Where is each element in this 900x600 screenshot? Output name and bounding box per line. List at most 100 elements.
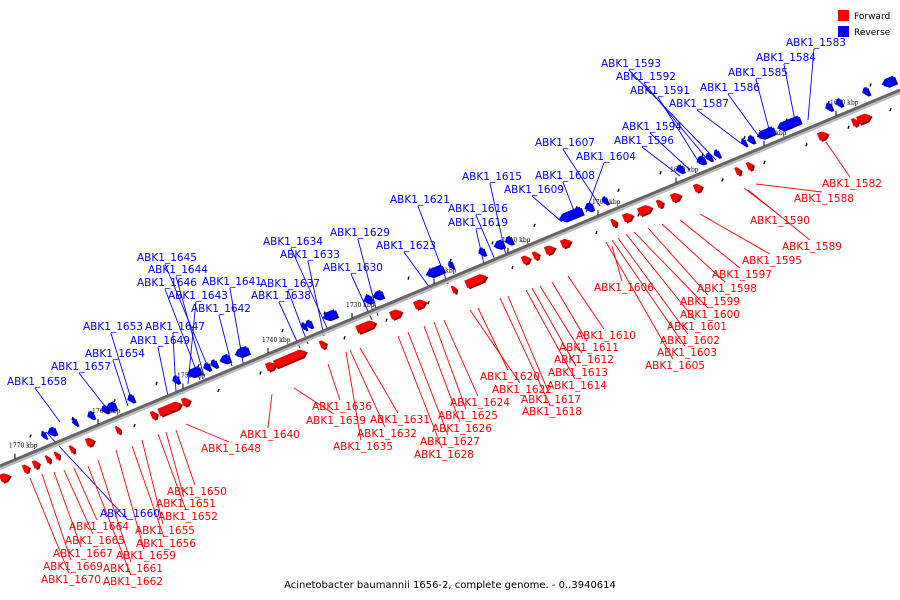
forward-leader-line [525, 289, 576, 380]
forward-gene-label: ABK1_1624 [450, 397, 510, 409]
forward-gene [355, 320, 378, 335]
reverse-gene-label: ABK1_1634 [263, 236, 323, 248]
forward-gene-label: ABK1_1590 [750, 215, 810, 227]
forward-leader-line [443, 319, 479, 397]
spacer-dash [113, 399, 116, 403]
reverse-leader-line [34, 387, 61, 423]
reverse-gene-label: ABK1_1653 [83, 321, 143, 333]
forward-gene-label: ABK1_1620 [480, 371, 540, 383]
reverse-gene [41, 430, 49, 440]
reverse-gene [72, 417, 80, 428]
reverse-leader-line [807, 48, 815, 121]
reverse-leader-line [643, 82, 709, 161]
spacer-dash [533, 223, 536, 228]
reverse-gene [881, 75, 899, 88]
forward-gene [31, 460, 41, 471]
reverse-gene-label: ABK1_1594 [622, 121, 682, 133]
forward-leader-line [97, 459, 132, 563]
reverse-gene-label: ABK1_1649 [130, 335, 190, 347]
gene-arrow [234, 345, 250, 357]
reverse-leader-line [45, 431, 129, 521]
spacer-dash [721, 178, 724, 182]
reverse-leader-line [110, 332, 133, 403]
gene-arrow [203, 362, 211, 371]
reverse-leader-line [562, 148, 601, 207]
reverse-leader-line [649, 132, 691, 171]
gene-arrow [301, 321, 307, 331]
gene-arrow [186, 365, 202, 377]
forward-leader-line [825, 141, 851, 178]
forward-leader-line [633, 231, 709, 309]
spacer-dash [763, 160, 766, 165]
gene-arrow [621, 212, 633, 223]
legend-forward-label: Forward [854, 12, 890, 22]
gene-arrow [713, 149, 720, 158]
reverse-leader-line [78, 372, 109, 411]
reverse-gene [776, 115, 803, 132]
gene-arrow [692, 183, 702, 193]
forward-gene [559, 238, 573, 250]
reverse-gene-label: ABK1_1616 [448, 203, 508, 215]
forward-gene-label: ABK1_1606 [594, 282, 654, 294]
forward-gene-label: ABK1_1632 [357, 428, 417, 440]
gene-arrow [53, 451, 59, 460]
forward-leader-line [539, 285, 583, 354]
forward-gene [44, 455, 53, 465]
reverse-gene [172, 375, 182, 385]
reverse-gene [305, 319, 315, 330]
spacer-dash [869, 83, 872, 87]
forward-gene [68, 445, 77, 455]
gene-arrow [816, 131, 828, 141]
reverse-gene-label: ABK1_1607 [535, 137, 595, 149]
forward-leader-line [477, 307, 509, 371]
reverse-leader-line [307, 260, 325, 337]
forward-gene [655, 199, 665, 210]
forward-gene-label: ABK1_1589 [782, 241, 842, 253]
reverse-leader-line [628, 69, 717, 161]
reverse-gene [696, 155, 708, 166]
forward-gene-label: ABK1_1598 [697, 283, 757, 295]
reverse-gene-label: ABK1_1637 [260, 278, 320, 290]
reverse-gene [493, 239, 507, 250]
reverse-gene-label: ABK1_1629 [330, 227, 390, 239]
forward-leader-line [605, 241, 674, 360]
forward-gene-label: ABK1_1601 [667, 321, 727, 333]
forward-leader-line [293, 387, 335, 415]
forward-gene [388, 309, 404, 321]
spacer-dash [743, 135, 746, 140]
genes-layer [0, 75, 899, 484]
forward-gene-label: ABK1_1665 [65, 535, 125, 547]
legend-reverse-swatch [838, 26, 849, 37]
forward-gene [850, 118, 860, 128]
spacer-dash [407, 276, 410, 280]
forward-gene-label: ABK1_1651 [156, 498, 216, 510]
gene-arrow [531, 251, 539, 260]
reverse-leader-line [175, 275, 205, 377]
gene-arrow [180, 397, 190, 407]
forward-gene-label: ABK1_1605 [645, 360, 705, 372]
reverse-gene [825, 102, 835, 113]
map-caption: Acinetobacter baumannii 1656-2, complete… [284, 580, 616, 591]
gene-arrow [101, 404, 109, 414]
gene-arrow [493, 239, 505, 249]
gene-arrow [745, 161, 753, 171]
reverse-leader-line [783, 63, 797, 127]
forward-gene [855, 113, 873, 126]
forward-leader-line [647, 227, 709, 296]
gene-arrow [669, 192, 681, 203]
forward-gene [84, 437, 96, 448]
forward-gene-label: ABK1_1617 [521, 394, 581, 406]
legend-reverse-label: Reverse [854, 28, 891, 38]
spacer-dash [217, 388, 220, 393]
forward-leader-line [551, 281, 588, 342]
gene-arrow [705, 152, 712, 161]
spacer-dash [491, 241, 494, 245]
forward-gene-label: ABK1_1659 [116, 550, 176, 562]
forward-gene [412, 299, 428, 311]
forward-leader-line [611, 245, 623, 282]
gene-arrow [675, 164, 684, 174]
spacer-dash [427, 300, 430, 305]
forward-leader-line [661, 223, 726, 283]
forward-leader-line [165, 431, 185, 498]
